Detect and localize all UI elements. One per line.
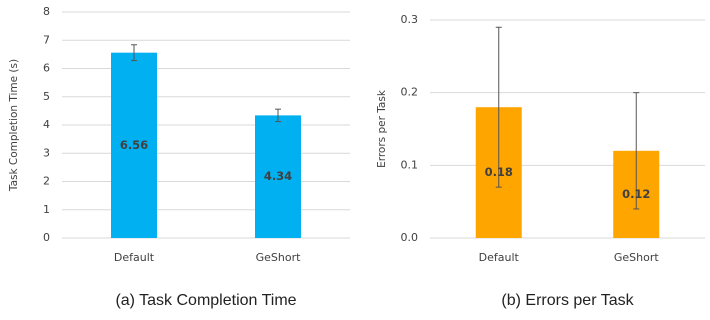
- x-tick-label: GeShort: [614, 251, 659, 264]
- value-label: 0.12: [622, 187, 650, 201]
- y-tick-label: 1: [43, 203, 50, 216]
- value-label: 0.18: [485, 165, 513, 179]
- y-tick-label: 0.2: [401, 86, 419, 99]
- y-tick-label: 0.0: [401, 231, 419, 244]
- y-tick-label: 0.1: [401, 158, 419, 171]
- caption: (a) Task Completion Time: [115, 292, 296, 309]
- y-tick-label: 5: [43, 90, 50, 103]
- y-tick-label: 2: [43, 175, 50, 188]
- bar: [111, 52, 157, 239]
- x-tick-label: Default: [479, 251, 520, 264]
- y-tick-label: 4: [43, 118, 50, 131]
- y-tick-label: 8: [43, 5, 50, 18]
- x-tick-label: Default: [114, 251, 155, 264]
- caption: (b) Errors per Task: [501, 292, 634, 309]
- y-tick-label: 0: [43, 231, 50, 244]
- y-tick-label: 7: [43, 33, 50, 46]
- y-tick-label: 6: [43, 62, 50, 75]
- y-tick-label: 3: [43, 146, 50, 159]
- value-label: 6.56: [120, 138, 148, 152]
- y-tick-label: 0.3: [401, 13, 419, 26]
- x-tick-label: GeShort: [256, 251, 301, 264]
- y-axis-label: Task Completion Time (s): [8, 59, 20, 192]
- bar: [255, 115, 301, 238]
- y-axis-label: Errors per Task: [376, 89, 388, 168]
- value-label: 4.34: [264, 169, 292, 183]
